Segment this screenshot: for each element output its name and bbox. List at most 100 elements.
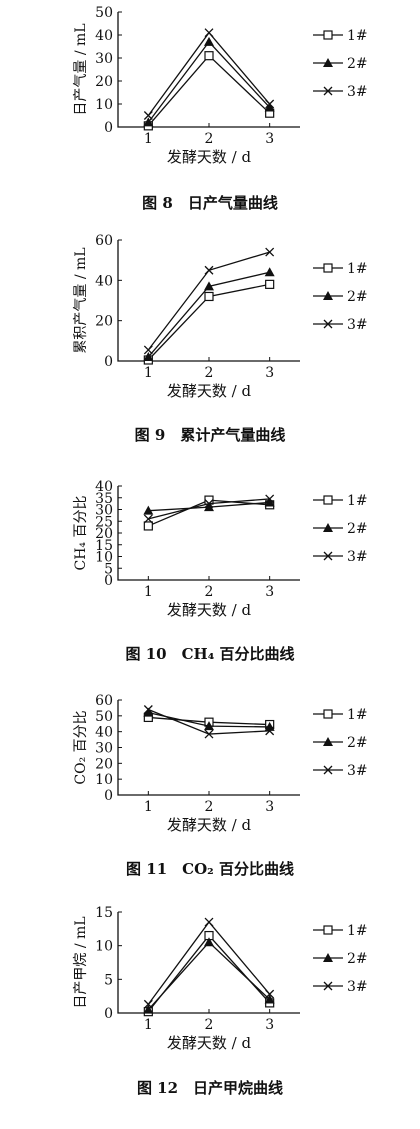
y-axis-label: CH₄ 百分比	[73, 496, 89, 571]
legend-marker	[323, 953, 333, 962]
legend-label: 1#	[347, 923, 368, 939]
y-tick-label: 15	[95, 538, 113, 554]
data-point-3#	[265, 989, 275, 999]
data-point-3#	[204, 265, 214, 275]
y-tick-label: 60	[95, 693, 113, 709]
data-point-2#	[143, 1004, 154, 1014]
data-point-3#	[143, 705, 153, 714]
data-point-1#	[265, 279, 275, 289]
legend-label: 3#	[347, 763, 368, 779]
legend-label: 2#	[347, 735, 368, 751]
x-tick-label: 3	[265, 799, 274, 815]
chart-2: 0 20 40 60 1 2 3 发酵天数 / d 累积产气量 / mL 1# 2# 3# 图 9 累计…	[73, 233, 368, 444]
figure-caption: 图 8 日产气量曲线	[142, 194, 278, 212]
data-point-3#	[204, 499, 214, 509]
x-tick-label: 1	[144, 799, 153, 815]
data-point-3#	[143, 111, 153, 120]
legend-marker	[323, 263, 333, 273]
legend-label: 3#	[347, 549, 368, 565]
legend-marker	[323, 319, 333, 329]
x-axis-label: 发酵天数 / d	[167, 148, 252, 166]
x-tick-label: 3	[265, 365, 274, 381]
y-tick-label: 20	[95, 314, 113, 330]
y-tick-label: 5	[104, 972, 113, 988]
y-tick-label: 60	[95, 233, 113, 249]
x-axis-label: 发酵天数 / d	[167, 382, 252, 400]
data-point-2#	[204, 281, 214, 291]
x-tick-label: 3	[265, 1017, 274, 1033]
legend-marker	[323, 709, 333, 719]
y-tick-label: 15	[95, 905, 113, 921]
legend-label: 1#	[347, 707, 368, 723]
y-tick-label: 0	[104, 354, 113, 370]
x-tick-label: 1	[144, 365, 153, 381]
legend-marker	[323, 58, 333, 67]
y-tick-label: 20	[95, 526, 113, 542]
y-tick-label: 40	[95, 28, 113, 44]
x-tick-label: 3	[265, 131, 274, 147]
legend-label: 1#	[347, 261, 368, 277]
legend-label: 2#	[347, 521, 368, 537]
legend-label: 2#	[347, 56, 368, 72]
legend-label: 2#	[347, 951, 368, 967]
y-tick-label: 20	[95, 74, 113, 90]
data-point-2#	[264, 267, 275, 277]
y-tick-label: 50	[95, 709, 113, 725]
x-tick-label: 1	[144, 131, 153, 147]
x-tick-label: 1	[144, 584, 153, 600]
data-point-2#	[204, 721, 214, 731]
data-point-2#	[143, 351, 154, 361]
data-point-2#	[204, 502, 214, 512]
legend-marker	[323, 30, 333, 40]
x-tick-label: 2	[205, 584, 214, 600]
y-axis-label: 日产甲烷 / mL	[73, 916, 89, 1008]
data-point-2#	[264, 497, 275, 507]
data-point-1#	[204, 51, 214, 61]
y-tick-label: 10	[95, 939, 113, 955]
data-point-2#	[204, 36, 214, 46]
y-tick-label: 10	[95, 772, 113, 788]
y-tick-label: 50	[95, 5, 113, 21]
y-tick-label: 5	[104, 561, 113, 577]
legend-marker	[323, 523, 333, 532]
y-tick-label: 30	[95, 741, 113, 757]
data-point-1#	[204, 291, 214, 302]
chart-5: 0 5 10 15 1 2 3 发酵天数 / d 日产甲烷 / mL 1# 2# 3# 图 12 日产甲…	[73, 905, 368, 1097]
x-tick-label: 2	[205, 131, 214, 147]
legend-marker	[323, 737, 333, 746]
y-tick-label: 30	[95, 503, 113, 519]
data-point-3#	[204, 28, 214, 38]
series-line-2#	[147, 941, 271, 1011]
legend-label: 1#	[347, 493, 368, 509]
y-tick-label: 20	[95, 756, 113, 772]
series-line-1#	[147, 934, 271, 1013]
legend-marker	[323, 86, 333, 96]
legend-label: 3#	[347, 979, 368, 995]
figure-caption: 图 12 日产甲烷曲线	[137, 1079, 283, 1097]
y-tick-label: 0	[104, 788, 113, 804]
data-point-2#	[143, 707, 154, 717]
legend-marker	[323, 925, 333, 935]
data-point-2#	[143, 117, 154, 127]
x-tick-label: 2	[205, 799, 214, 815]
y-tick-label: 0	[104, 573, 113, 589]
figure-caption: 图 11 CO₂ 百分比曲线	[126, 860, 294, 878]
data-point-2#	[204, 937, 214, 947]
legend-label: 3#	[347, 317, 368, 333]
y-tick-label: 40	[95, 479, 113, 495]
legend-marker	[323, 495, 333, 505]
y-axis-label: 累积产气量 / mL	[73, 247, 89, 353]
y-tick-label: 25	[95, 514, 113, 530]
data-point-2#	[264, 102, 275, 112]
data-point-3#	[204, 917, 214, 927]
data-point-3#	[265, 726, 275, 736]
x-tick-label: 3	[265, 584, 274, 600]
data-point-1#	[143, 521, 153, 531]
y-tick-label: 0	[104, 120, 113, 136]
data-point-2#	[143, 505, 154, 515]
y-axis-label: 日产气量 / mL	[73, 23, 89, 115]
figure-caption: 图 10 CH₄ 百分比曲线	[126, 645, 295, 663]
